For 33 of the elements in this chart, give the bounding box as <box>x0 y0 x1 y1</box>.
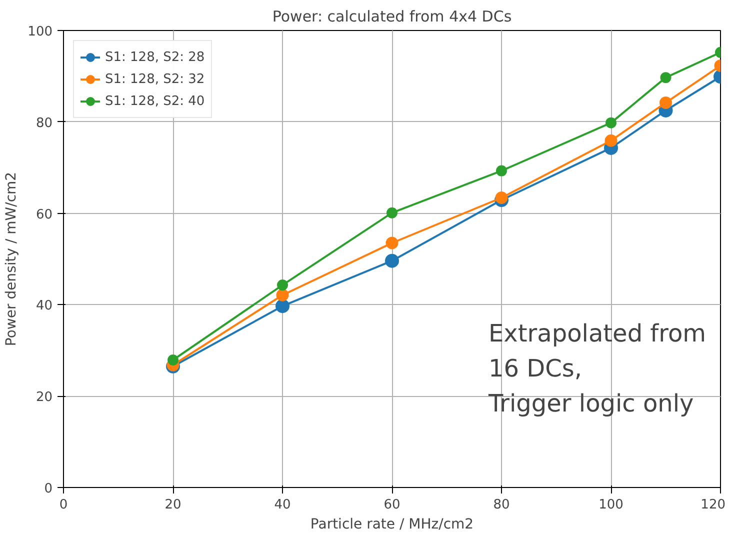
x-tick-label: 60 <box>384 498 400 512</box>
y-tick-label: 0 <box>44 482 53 496</box>
point <box>277 280 288 291</box>
x-axis-title: Particle rate / MHz/cm2 <box>310 516 474 532</box>
y-axis-title: Power density / mW/cm2 <box>4 172 20 346</box>
legend-label: S1: 128, S2: 28 <box>105 50 205 64</box>
point <box>604 134 618 147</box>
annotation: Extrapolated from 16 DCs, Trigger logic only <box>488 320 706 418</box>
y-tick-label: 60 <box>36 207 53 222</box>
point <box>386 207 398 218</box>
x-tick-label: 80 <box>493 498 510 512</box>
point <box>276 288 289 302</box>
legend-label: S1: 128, S2: 40 <box>105 94 205 108</box>
x-tick-label: 40 <box>274 498 291 512</box>
point <box>496 165 507 176</box>
y-tick-label: 20 <box>36 390 53 406</box>
point <box>606 117 616 128</box>
x-tick-label: 100 <box>598 498 624 512</box>
point <box>660 96 672 109</box>
y-tick-label: 100 <box>28 24 53 40</box>
x-tick-label: 20 <box>164 498 182 512</box>
point <box>168 354 178 366</box>
point <box>495 192 508 204</box>
point <box>386 236 398 250</box>
point <box>385 254 399 268</box>
x-tick-label: 120 <box>700 498 726 512</box>
legend-label: S1: 128, S2: 32 <box>105 72 205 86</box>
point <box>276 299 290 314</box>
point <box>660 72 672 84</box>
y-tick-label: 40 <box>36 298 53 314</box>
y-tick-label: 80 <box>36 116 53 131</box>
x-tick-label: 0 <box>59 498 68 512</box>
chart-title: Power: calculated from 4x4 DCs <box>272 8 512 26</box>
